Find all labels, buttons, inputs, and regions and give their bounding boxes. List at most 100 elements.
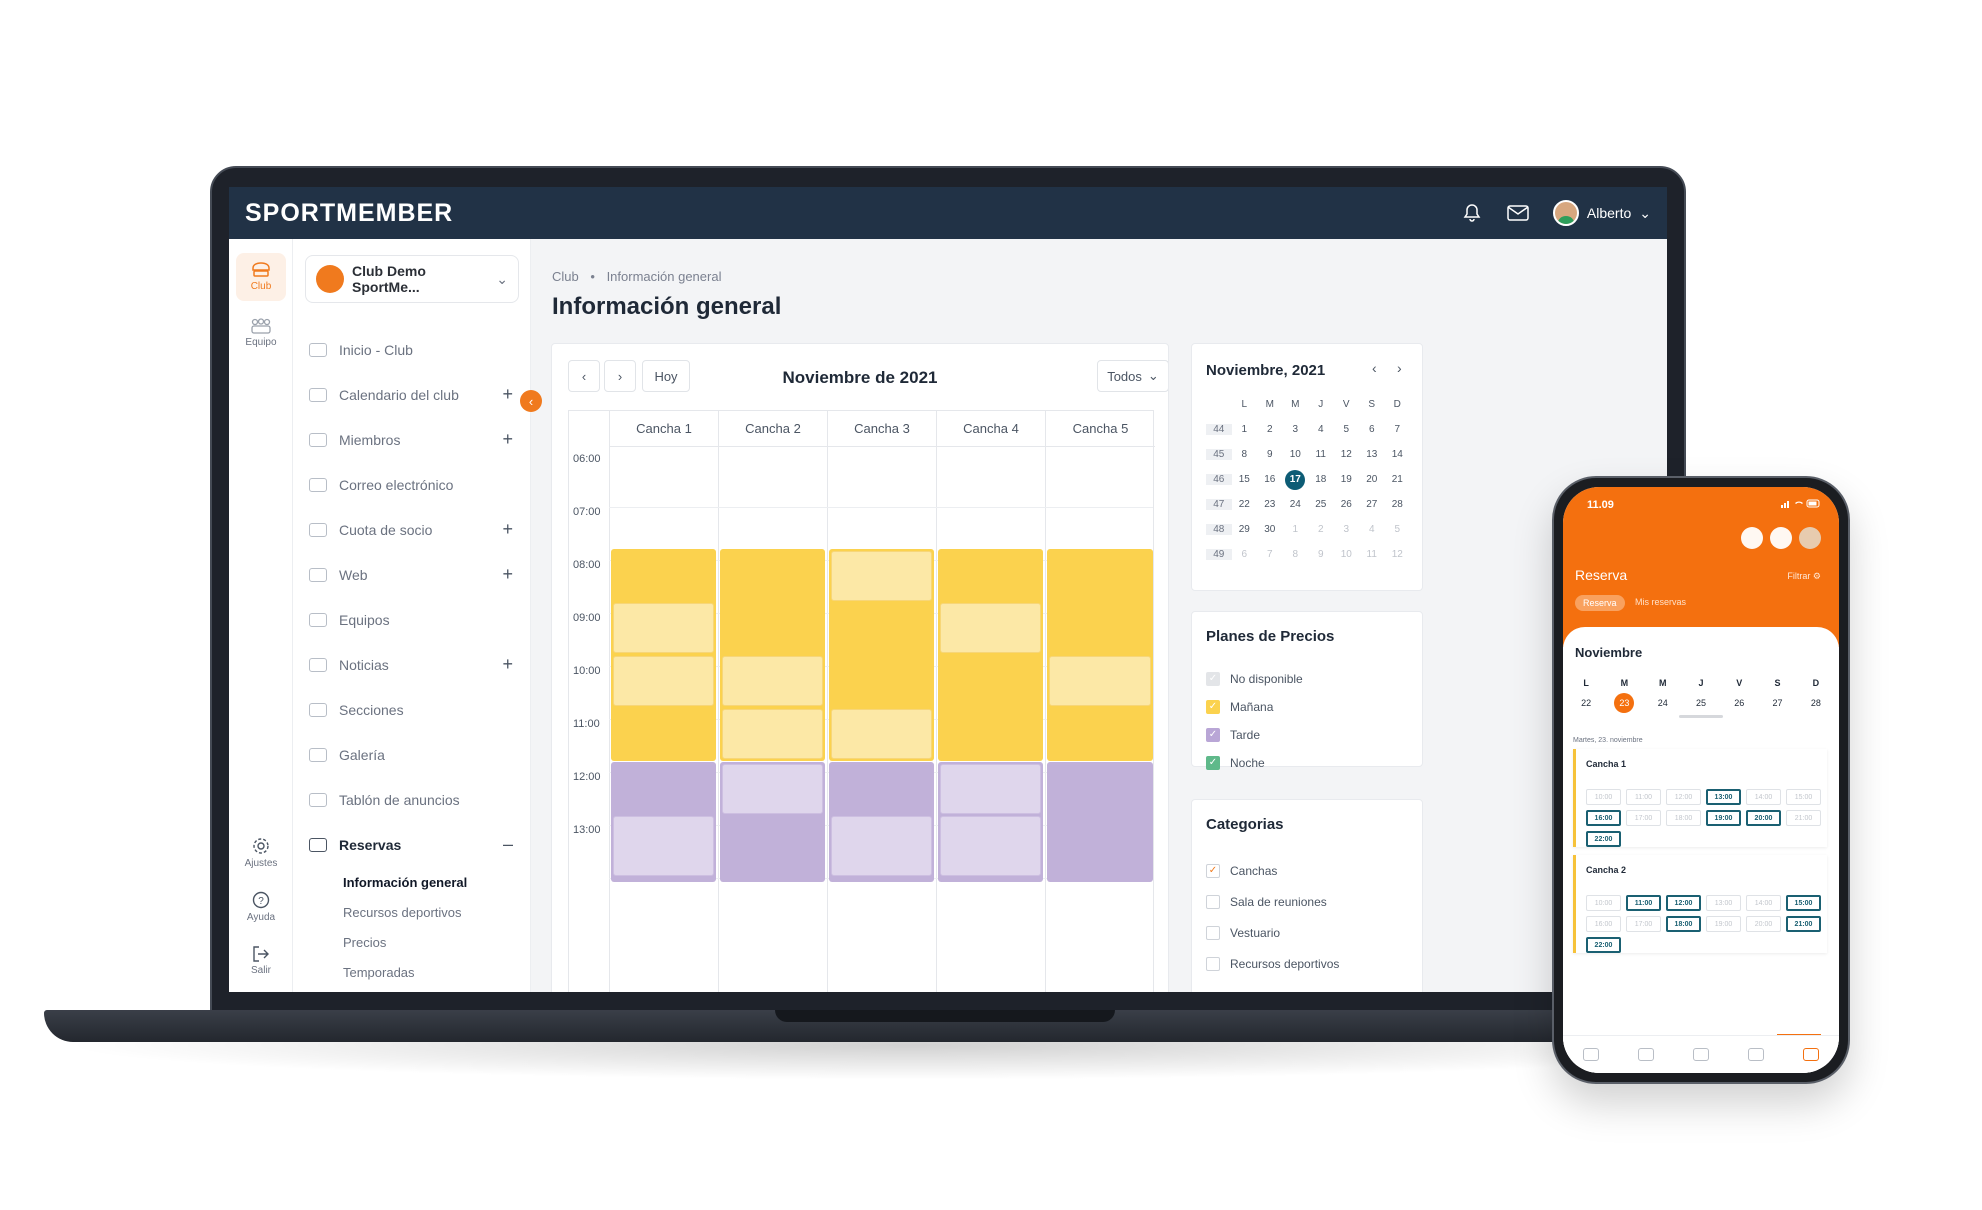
breadcrumb-item[interactable]: Club [552, 269, 579, 284]
next-button[interactable]: › [604, 360, 636, 392]
phone-day[interactable]: 23 [1605, 693, 1643, 713]
mini-day[interactable]: 24 [1283, 499, 1309, 510]
booking-slot[interactable] [613, 603, 714, 653]
booking-slot[interactable] [1047, 762, 1153, 882]
calendar-icon[interactable] [1637, 1048, 1654, 1061]
phone-day[interactable]: 25 [1682, 693, 1720, 713]
mini-day[interactable]: 19 [1334, 474, 1360, 485]
mini-day[interactable]: 8 [1232, 449, 1258, 460]
mini-day[interactable]: 15 [1232, 474, 1258, 485]
news-icon[interactable] [1582, 1048, 1599, 1061]
phone-day[interactable]: 27 [1758, 693, 1796, 713]
time-slot-button[interactable]: 15:00 [1786, 895, 1821, 911]
prev-button[interactable]: ‹ [568, 360, 600, 392]
tab-reserva[interactable]: Reserva [1575, 595, 1625, 611]
mini-day[interactable]: 12 [1334, 449, 1360, 460]
booking-slot[interactable] [940, 816, 1041, 876]
mini-day[interactable]: 17 [1283, 469, 1309, 490]
time-slot-button[interactable]: 22:00 [1586, 831, 1621, 847]
booking-slot[interactable] [1047, 549, 1153, 761]
time-slot-button[interactable]: 22:00 [1586, 937, 1621, 953]
mini-day[interactable]: 11 [1308, 449, 1334, 460]
mini-day[interactable]: 22 [1232, 499, 1258, 510]
category-checkbox[interactable]: ✓ Canchas [1206, 864, 1277, 878]
tab-mis-reservas[interactable]: Mis reservas [1635, 597, 1687, 607]
chat-icon[interactable] [1748, 1048, 1765, 1061]
booking-slot[interactable] [722, 764, 823, 814]
collapse-minus-icon[interactable]: – [502, 834, 513, 854]
users-icon[interactable] [1692, 1048, 1709, 1061]
user-menu[interactable]: Alberto ⌄ [1552, 200, 1651, 226]
category-checkbox[interactable]: Sala de reuniones [1206, 895, 1327, 909]
booking-slot[interactable] [831, 551, 932, 601]
rail-item-ayuda[interactable]: ? Ayuda [236, 883, 286, 931]
booking-slot[interactable] [613, 656, 714, 706]
time-slot-button[interactable]: 18:00 [1666, 916, 1701, 932]
mini-day[interactable]: 21 [1385, 474, 1411, 485]
time-slot-button[interactable]: 21:00 [1786, 916, 1821, 932]
sidebar-subitem-temporadas[interactable]: Temporadas [343, 964, 415, 980]
menu-icon[interactable] [1803, 1048, 1820, 1061]
booking-slot[interactable] [613, 816, 714, 876]
mini-day[interactable]: 11 [1359, 549, 1385, 560]
mini-day[interactable]: 10 [1283, 449, 1309, 460]
mini-day[interactable]: 7 [1385, 424, 1411, 435]
mini-day[interactable]: 5 [1385, 524, 1411, 535]
sidebar-subitem-recursos[interactable]: Recursos deportivos [343, 904, 462, 920]
mini-day[interactable]: 20 [1359, 474, 1385, 485]
legend-item[interactable]: ✓ Noche [1206, 756, 1265, 770]
mini-day[interactable]: 14 [1385, 449, 1411, 460]
mini-day[interactable]: 9 [1257, 449, 1283, 460]
time-slot-button[interactable]: 13:00 [1706, 789, 1741, 805]
mini-day[interactable]: 3 [1334, 524, 1360, 535]
sidebar-item-reservas[interactable]: Reservas – [305, 822, 519, 867]
phone-day[interactable]: 22 [1567, 693, 1605, 713]
category-checkbox[interactable]: Vestuario [1206, 926, 1280, 940]
sidebar-item-inicio[interactable]: Inicio - Club [305, 327, 519, 372]
sidebar-item-secciones[interactable]: Secciones [305, 687, 519, 732]
rail-item-equipo[interactable]: Equipo [236, 309, 286, 357]
mini-day[interactable]: 3 [1283, 424, 1309, 435]
today-button[interactable]: Hoy [642, 360, 690, 392]
booking-slot[interactable] [938, 549, 1043, 761]
booking-slot[interactable] [722, 656, 823, 706]
category-checkbox[interactable]: Recursos deportivos [1206, 957, 1339, 971]
legend-item[interactable]: ✓ Mañana [1206, 700, 1273, 714]
phone-day[interactable]: 26 [1720, 693, 1758, 713]
booking-slot[interactable] [940, 603, 1041, 653]
mini-day[interactable]: 5 [1334, 424, 1360, 435]
brand-logo[interactable]: SPORTMEMBER [245, 198, 454, 227]
time-slot-button[interactable]: 12:00 [1666, 895, 1701, 911]
avatar[interactable] [1799, 527, 1821, 549]
mini-day[interactable]: 27 [1359, 499, 1385, 510]
mail-icon[interactable] [1507, 202, 1529, 224]
time-slot-button[interactable]: 20:00 [1746, 810, 1781, 826]
mini-day[interactable]: 8 [1283, 549, 1309, 560]
rail-item-salir[interactable]: Salir [236, 937, 286, 985]
mini-prev-button[interactable]: ‹ [1372, 360, 1377, 376]
mini-next-button[interactable]: › [1397, 360, 1402, 376]
legend-item[interactable]: ✓ Tarde [1206, 728, 1260, 742]
booking-slot[interactable] [611, 549, 716, 761]
sidebar-subitem-informacion[interactable]: Información general [343, 874, 468, 890]
mini-day[interactable]: 6 [1232, 549, 1258, 560]
time-slot-button[interactable]: 11:00 [1626, 895, 1661, 911]
mini-day[interactable]: 7 [1257, 549, 1283, 560]
expand-plus-icon[interactable]: + [502, 519, 513, 539]
expand-plus-icon[interactable]: + [502, 429, 513, 449]
mini-day[interactable]: 1 [1283, 524, 1309, 535]
mini-day[interactable]: 10 [1334, 549, 1360, 560]
mini-day[interactable]: 12 [1385, 549, 1411, 560]
mini-day[interactable]: 29 [1232, 524, 1258, 535]
time-slot-button[interactable]: 16:00 [1586, 810, 1621, 826]
bell-icon[interactable] [1461, 202, 1483, 224]
sidebar-subitem-precios[interactable]: Precios [343, 934, 387, 950]
mini-day[interactable]: 4 [1359, 524, 1385, 535]
mini-day[interactable]: 30 [1257, 524, 1283, 535]
rail-item-ajustes[interactable]: Ajustes [236, 829, 286, 877]
mini-day[interactable]: 18 [1308, 474, 1334, 485]
mini-day[interactable]: 13 [1359, 449, 1385, 460]
drag-handle[interactable] [1679, 715, 1723, 718]
club-selector[interactable]: Club Demo SportMe... ⌄ [305, 255, 519, 303]
sidebar-item-equipos[interactable]: Equipos [305, 597, 519, 642]
